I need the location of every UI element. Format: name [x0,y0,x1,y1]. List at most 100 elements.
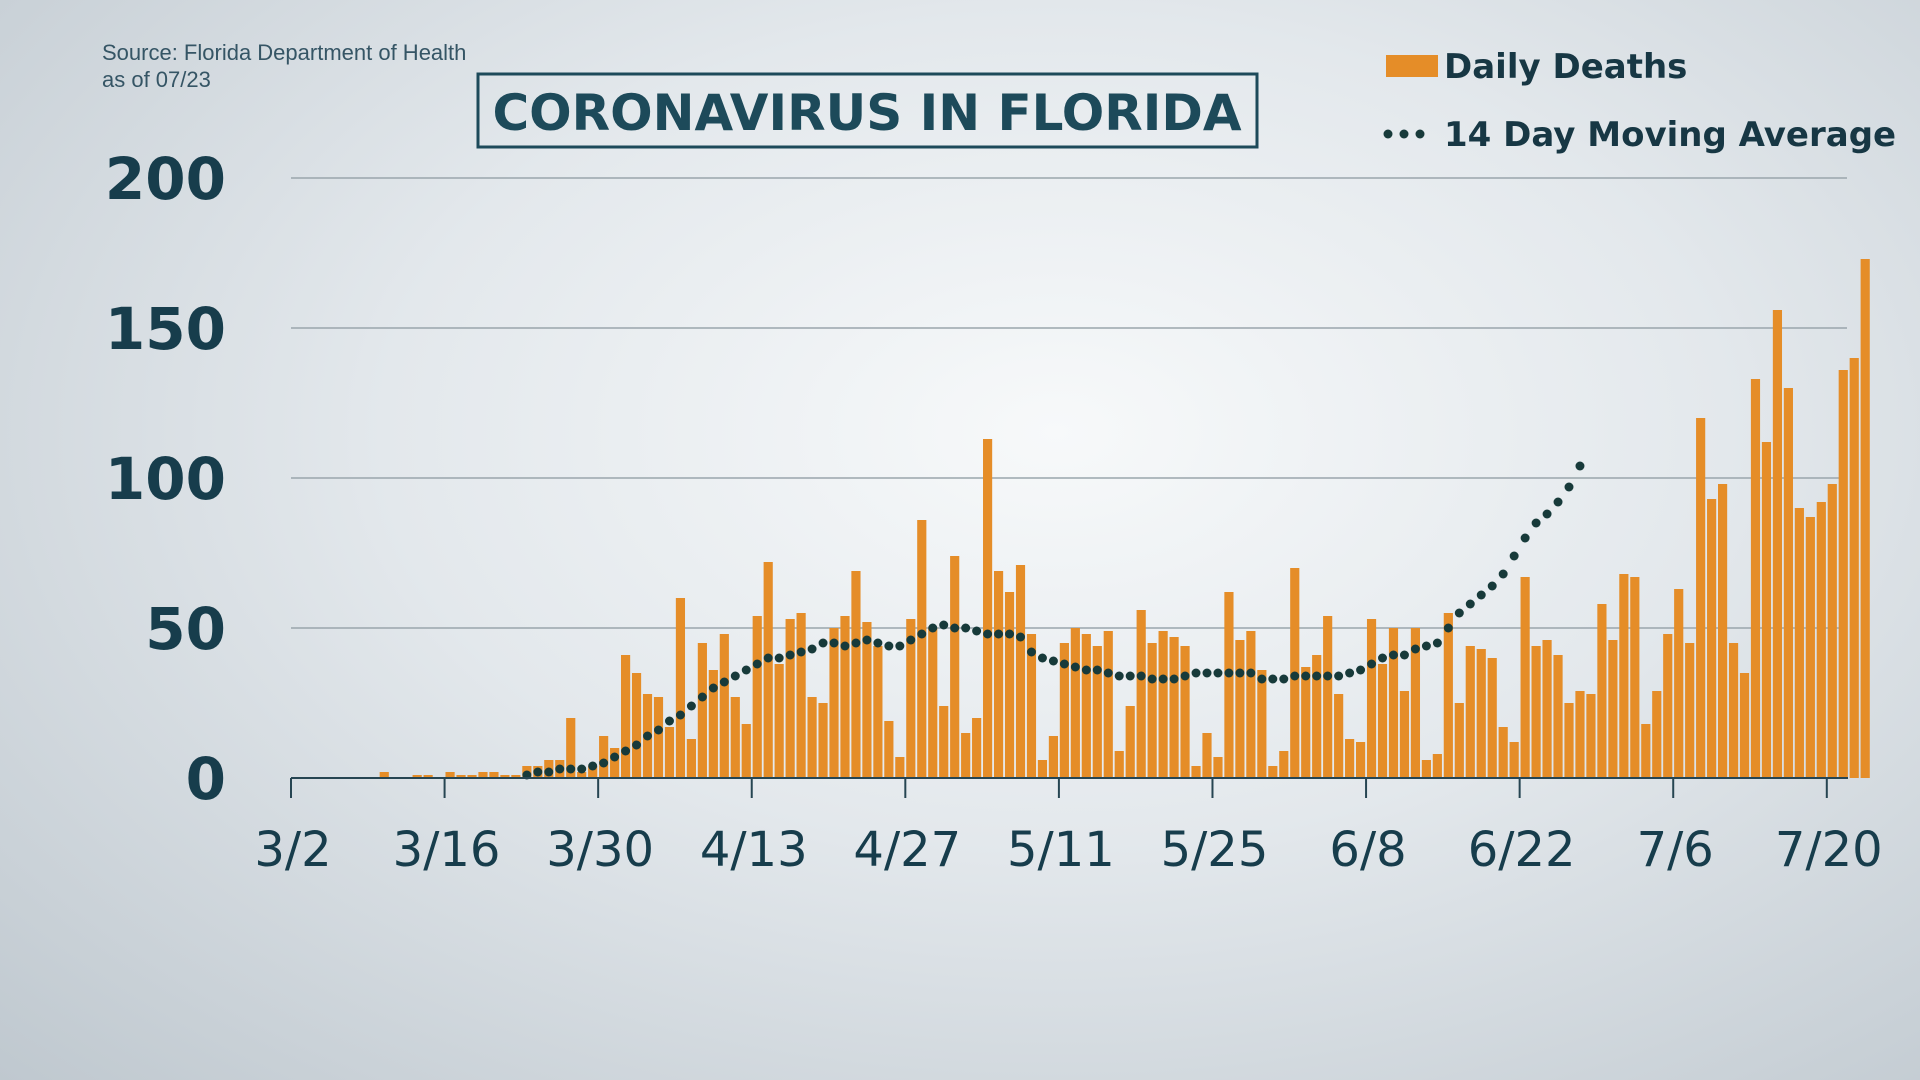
bar [1575,691,1585,778]
moving-average-point [873,638,883,648]
bar [1169,637,1179,778]
x-tick-label: 6/22 [1468,822,1576,878]
y-tick-label: 50 [145,595,226,663]
x-tick-label: 3/2 [254,822,331,878]
bar [588,766,598,778]
chart-title: CORONAVIRUS IN FLORIDA [492,84,1241,142]
bar [993,571,1004,778]
moving-average-point [708,683,718,693]
moving-average-point [1356,665,1366,675]
moving-average-point [621,746,631,756]
bar [741,724,751,778]
bar [719,634,729,778]
bar [566,718,576,778]
bar [621,655,631,778]
bar [1388,628,1399,778]
bar [1301,667,1311,778]
moving-average-point [840,641,850,651]
bar [1805,517,1815,778]
bar [895,757,905,778]
moving-average-point [1103,668,1113,678]
moving-average-point [752,659,762,669]
bar [1355,742,1366,778]
bar [1608,640,1618,778]
bar [1059,643,1069,778]
bar [1103,631,1113,778]
bar [631,673,642,778]
bar [906,619,916,778]
moving-average-point [675,710,685,720]
moving-average-point [1421,641,1431,651]
bar [1531,646,1541,778]
gridlines [291,177,1847,629]
bar [1235,640,1245,778]
moving-average-point [1465,599,1475,609]
bar [489,772,499,778]
moving-average-point [1443,623,1453,633]
bar [1465,646,1475,778]
moving-average-point [906,635,916,645]
bar [1860,259,1870,778]
moving-average-point [1081,665,1091,675]
moving-average-point [796,647,806,657]
moving-average-point [994,629,1004,639]
bar [478,772,488,778]
bar [1827,484,1837,778]
bar [1399,691,1410,778]
moving-average-point [610,752,620,762]
bar [500,775,510,778]
bar [697,643,707,778]
bar [456,775,466,778]
source-line-2: as of 07/23 [102,67,211,92]
bar [708,670,718,778]
moving-average-point [1432,638,1442,648]
moving-average-point [544,767,554,777]
bar [653,697,664,778]
moving-average-point [1542,509,1552,519]
x-tick-label: 4/13 [700,822,808,878]
moving-average-point [664,716,674,726]
bar [675,598,686,778]
moving-average-point [972,626,982,636]
bar [873,646,883,778]
bar [599,736,609,778]
bar [730,697,740,778]
bar [1509,742,1519,778]
moving-average-point [1334,671,1344,681]
bar [1257,670,1267,778]
y-tick-label: 150 [105,295,226,363]
bar [1674,589,1684,778]
bar [1597,604,1607,778]
bar [818,703,828,778]
bar [1246,631,1256,778]
moving-average-point [829,638,839,648]
moving-average-point [917,629,927,639]
moving-average-point [1531,518,1541,528]
x-tick-label: 3/16 [393,822,501,878]
legend-moving-average-marker [1383,129,1425,139]
bar [1542,640,1552,778]
bar [1564,703,1574,778]
x-tick-label: 7/20 [1775,822,1883,878]
x-tick-label: 5/11 [1007,822,1115,878]
bar [1728,643,1739,778]
legend-moving-average-label: 14 Day Moving Average [1444,115,1896,155]
bar [1750,379,1761,778]
moving-average-point [1388,650,1398,660]
moving-average-point [1367,659,1377,669]
bar [467,775,477,778]
bar [1092,646,1102,778]
moving-average-point [1114,671,1124,681]
bar [1641,724,1651,778]
bar [939,706,949,778]
moving-average-point [1301,671,1311,681]
bar [1180,646,1190,778]
bar [1048,736,1058,778]
moving-average-point [1016,632,1026,642]
moving-average-point [895,641,905,651]
bar [752,616,762,778]
moving-average-point [577,764,587,774]
moving-average-point [950,623,960,633]
moving-average-point [1410,644,1420,654]
bar [1158,631,1168,778]
